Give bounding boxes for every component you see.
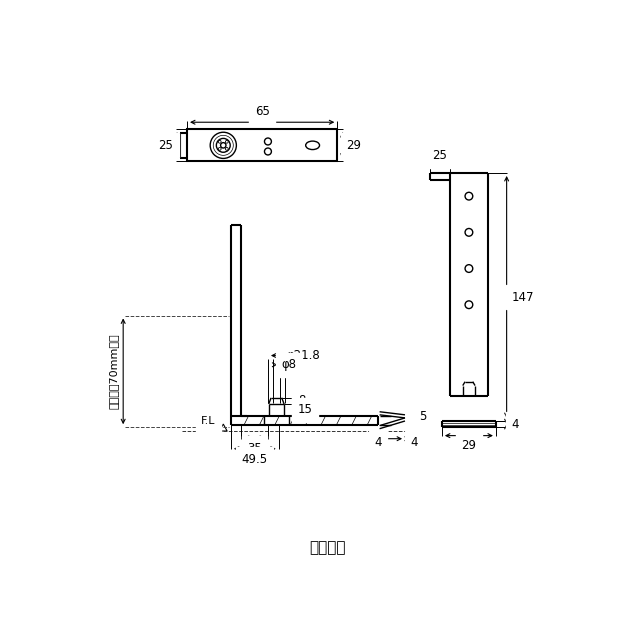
Circle shape	[221, 143, 226, 148]
Text: 3: 3	[412, 410, 419, 423]
Circle shape	[216, 138, 230, 152]
Circle shape	[465, 192, 473, 200]
Circle shape	[213, 135, 234, 156]
Text: 35: 35	[247, 442, 262, 455]
Text: 29: 29	[346, 139, 362, 152]
Text: 147: 147	[511, 291, 534, 303]
Circle shape	[465, 265, 473, 273]
Ellipse shape	[306, 141, 319, 150]
Text: 25: 25	[433, 149, 447, 163]
Circle shape	[465, 301, 473, 308]
Text: 4: 4	[410, 436, 418, 449]
Text: φ21.8: φ21.8	[286, 349, 320, 362]
Text: 4: 4	[511, 417, 519, 431]
Text: 29: 29	[461, 440, 476, 452]
Circle shape	[225, 140, 228, 143]
Text: 4: 4	[374, 436, 382, 449]
Text: 8: 8	[298, 394, 305, 408]
Circle shape	[218, 147, 221, 150]
Circle shape	[264, 148, 271, 155]
Text: 25: 25	[158, 139, 173, 152]
Bar	[187, 129, 337, 161]
Text: 49.5: 49.5	[242, 452, 268, 465]
Text: 5: 5	[419, 410, 426, 423]
Text: 65: 65	[255, 106, 269, 118]
Circle shape	[465, 228, 473, 236]
Circle shape	[225, 147, 228, 150]
Text: 15: 15	[298, 403, 313, 417]
Text: F.L: F.L	[201, 417, 216, 426]
Circle shape	[218, 140, 221, 143]
Text: φ8: φ8	[282, 358, 297, 371]
Text: 巚木高さ70mmまで: 巚木高さ70mmまで	[109, 333, 119, 409]
Circle shape	[264, 138, 271, 145]
Text: 下部金具: 下部金具	[310, 541, 346, 556]
Circle shape	[210, 132, 236, 159]
